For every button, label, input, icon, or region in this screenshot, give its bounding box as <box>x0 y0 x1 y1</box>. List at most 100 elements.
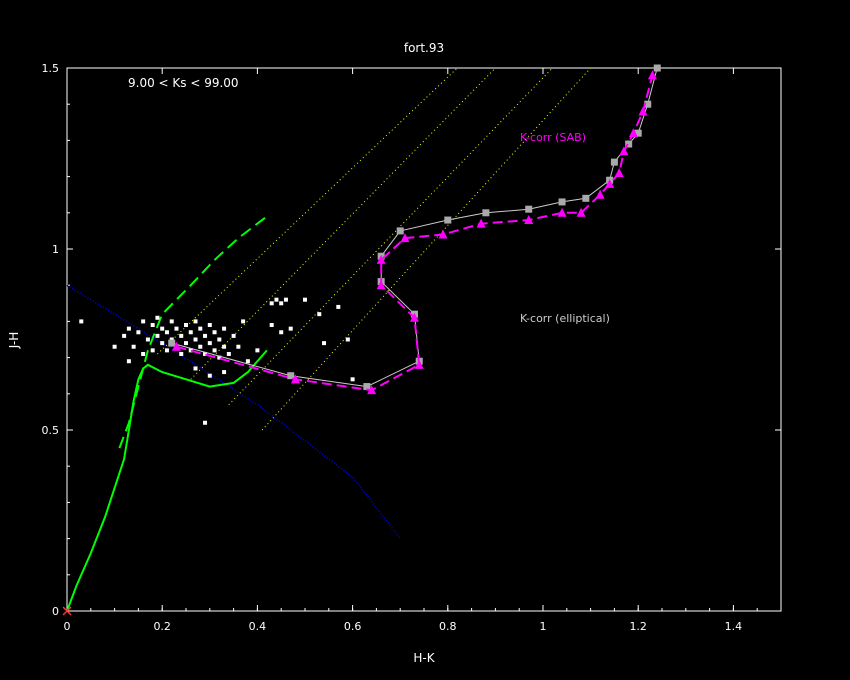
data-point <box>155 333 160 338</box>
kcorr-sab-marker <box>605 178 615 188</box>
data-point <box>317 312 322 317</box>
y-tick-label: 0.5 <box>42 424 60 437</box>
y-axis-label: J-H <box>7 332 21 349</box>
kcorr-sab-marker <box>367 385 377 395</box>
x-tick-label: 0.4 <box>249 620 267 633</box>
data-point <box>184 323 188 328</box>
data-point <box>174 326 179 331</box>
data-point <box>288 326 293 331</box>
kcorr-elliptical-marker <box>287 372 295 380</box>
data-point <box>131 344 136 349</box>
data-point <box>145 337 150 342</box>
data-point <box>245 359 250 364</box>
data-point <box>160 326 165 331</box>
data-point <box>150 323 155 328</box>
data-point <box>222 326 227 331</box>
y-tick-label: 1 <box>52 243 59 256</box>
data-point <box>198 326 203 331</box>
data-point <box>345 337 350 342</box>
data-point <box>112 344 117 349</box>
data-point <box>122 333 127 338</box>
data-point <box>269 323 274 328</box>
x-tick-label: 1.4 <box>725 620 743 633</box>
kcorr-elliptical-marker <box>625 140 633 148</box>
data-point <box>322 341 327 346</box>
origin-marker <box>62 606 72 616</box>
data-point <box>241 319 246 324</box>
data-point <box>336 304 341 309</box>
data-point <box>279 330 284 335</box>
dwarf-locus-line <box>66 349 268 612</box>
data-point <box>203 333 208 338</box>
data-point <box>222 370 227 375</box>
data-point <box>207 341 212 346</box>
data-point <box>179 351 184 356</box>
kcorr-sab-marker <box>414 359 424 369</box>
data-point <box>184 341 188 346</box>
kcorr-elliptical-marker <box>558 198 566 206</box>
kcorr-sab-line <box>176 74 654 392</box>
kcorr-elliptical-marker <box>582 194 590 202</box>
data-point <box>136 330 141 335</box>
kcorr-sab-marker <box>476 218 486 228</box>
data-point <box>198 344 203 349</box>
data-point <box>269 301 274 306</box>
kcorr-sab-marker <box>576 207 586 217</box>
x-tick-label: 0.8 <box>439 620 457 633</box>
data-point <box>217 337 222 342</box>
kcorr-elliptical-marker <box>444 216 452 224</box>
data-point <box>126 326 131 331</box>
data-point <box>303 297 307 302</box>
x-tick-label: 0.2 <box>153 620 171 633</box>
data-point <box>188 330 193 335</box>
kcorr-sab-marker <box>638 106 648 116</box>
kcorr-sab-marker <box>614 167 624 177</box>
data-point <box>207 373 212 378</box>
reddening-band-line <box>261 67 591 431</box>
data-point <box>193 366 198 371</box>
data-point <box>226 351 231 356</box>
kcorr-elliptical-marker <box>634 129 642 137</box>
data-point <box>126 359 131 364</box>
data-point <box>193 319 198 324</box>
data-point <box>141 351 146 356</box>
data-point <box>160 341 165 346</box>
chart-title: fort.93 <box>404 41 444 55</box>
data-point <box>222 344 227 349</box>
data-point <box>193 337 198 342</box>
x-tick-label: 1 <box>540 620 547 633</box>
kcorr-sab-marker <box>409 312 419 322</box>
data-point <box>203 420 208 425</box>
data-point <box>141 319 146 324</box>
kcorr-sab-marker <box>524 215 534 225</box>
data-point <box>169 337 174 342</box>
data-point <box>283 297 288 302</box>
kcorr-elliptical-marker <box>610 158 618 166</box>
data-point <box>164 348 169 353</box>
kcorr-sab-marker <box>376 254 386 264</box>
kcorr-sab-marker <box>438 229 448 239</box>
data-point <box>179 333 184 338</box>
data-point <box>231 333 236 338</box>
kcorr-elliptical-marker <box>168 339 176 347</box>
kcorr-elliptical-marker <box>644 100 652 108</box>
kcorr-elliptical-marker <box>525 205 533 213</box>
data-point <box>255 348 260 353</box>
data-point <box>212 330 217 335</box>
reddening-band-line <box>190 67 496 380</box>
x-tick-label: 1.2 <box>629 620 647 633</box>
data-point <box>212 348 217 353</box>
kcorr-sab-marker <box>619 146 629 156</box>
kcorr-sab-marker <box>628 128 638 138</box>
x-tick-label: 0 <box>64 620 71 633</box>
data-point <box>150 348 155 353</box>
kcorr-sab-marker <box>290 374 300 384</box>
data-point <box>274 297 279 302</box>
kcorr-elliptical-marker <box>482 209 490 217</box>
kcorr-sab-marker <box>376 280 386 290</box>
data-point <box>188 348 193 353</box>
giant-locus-line <box>118 215 268 449</box>
y-tick-label: 0 <box>52 605 59 618</box>
